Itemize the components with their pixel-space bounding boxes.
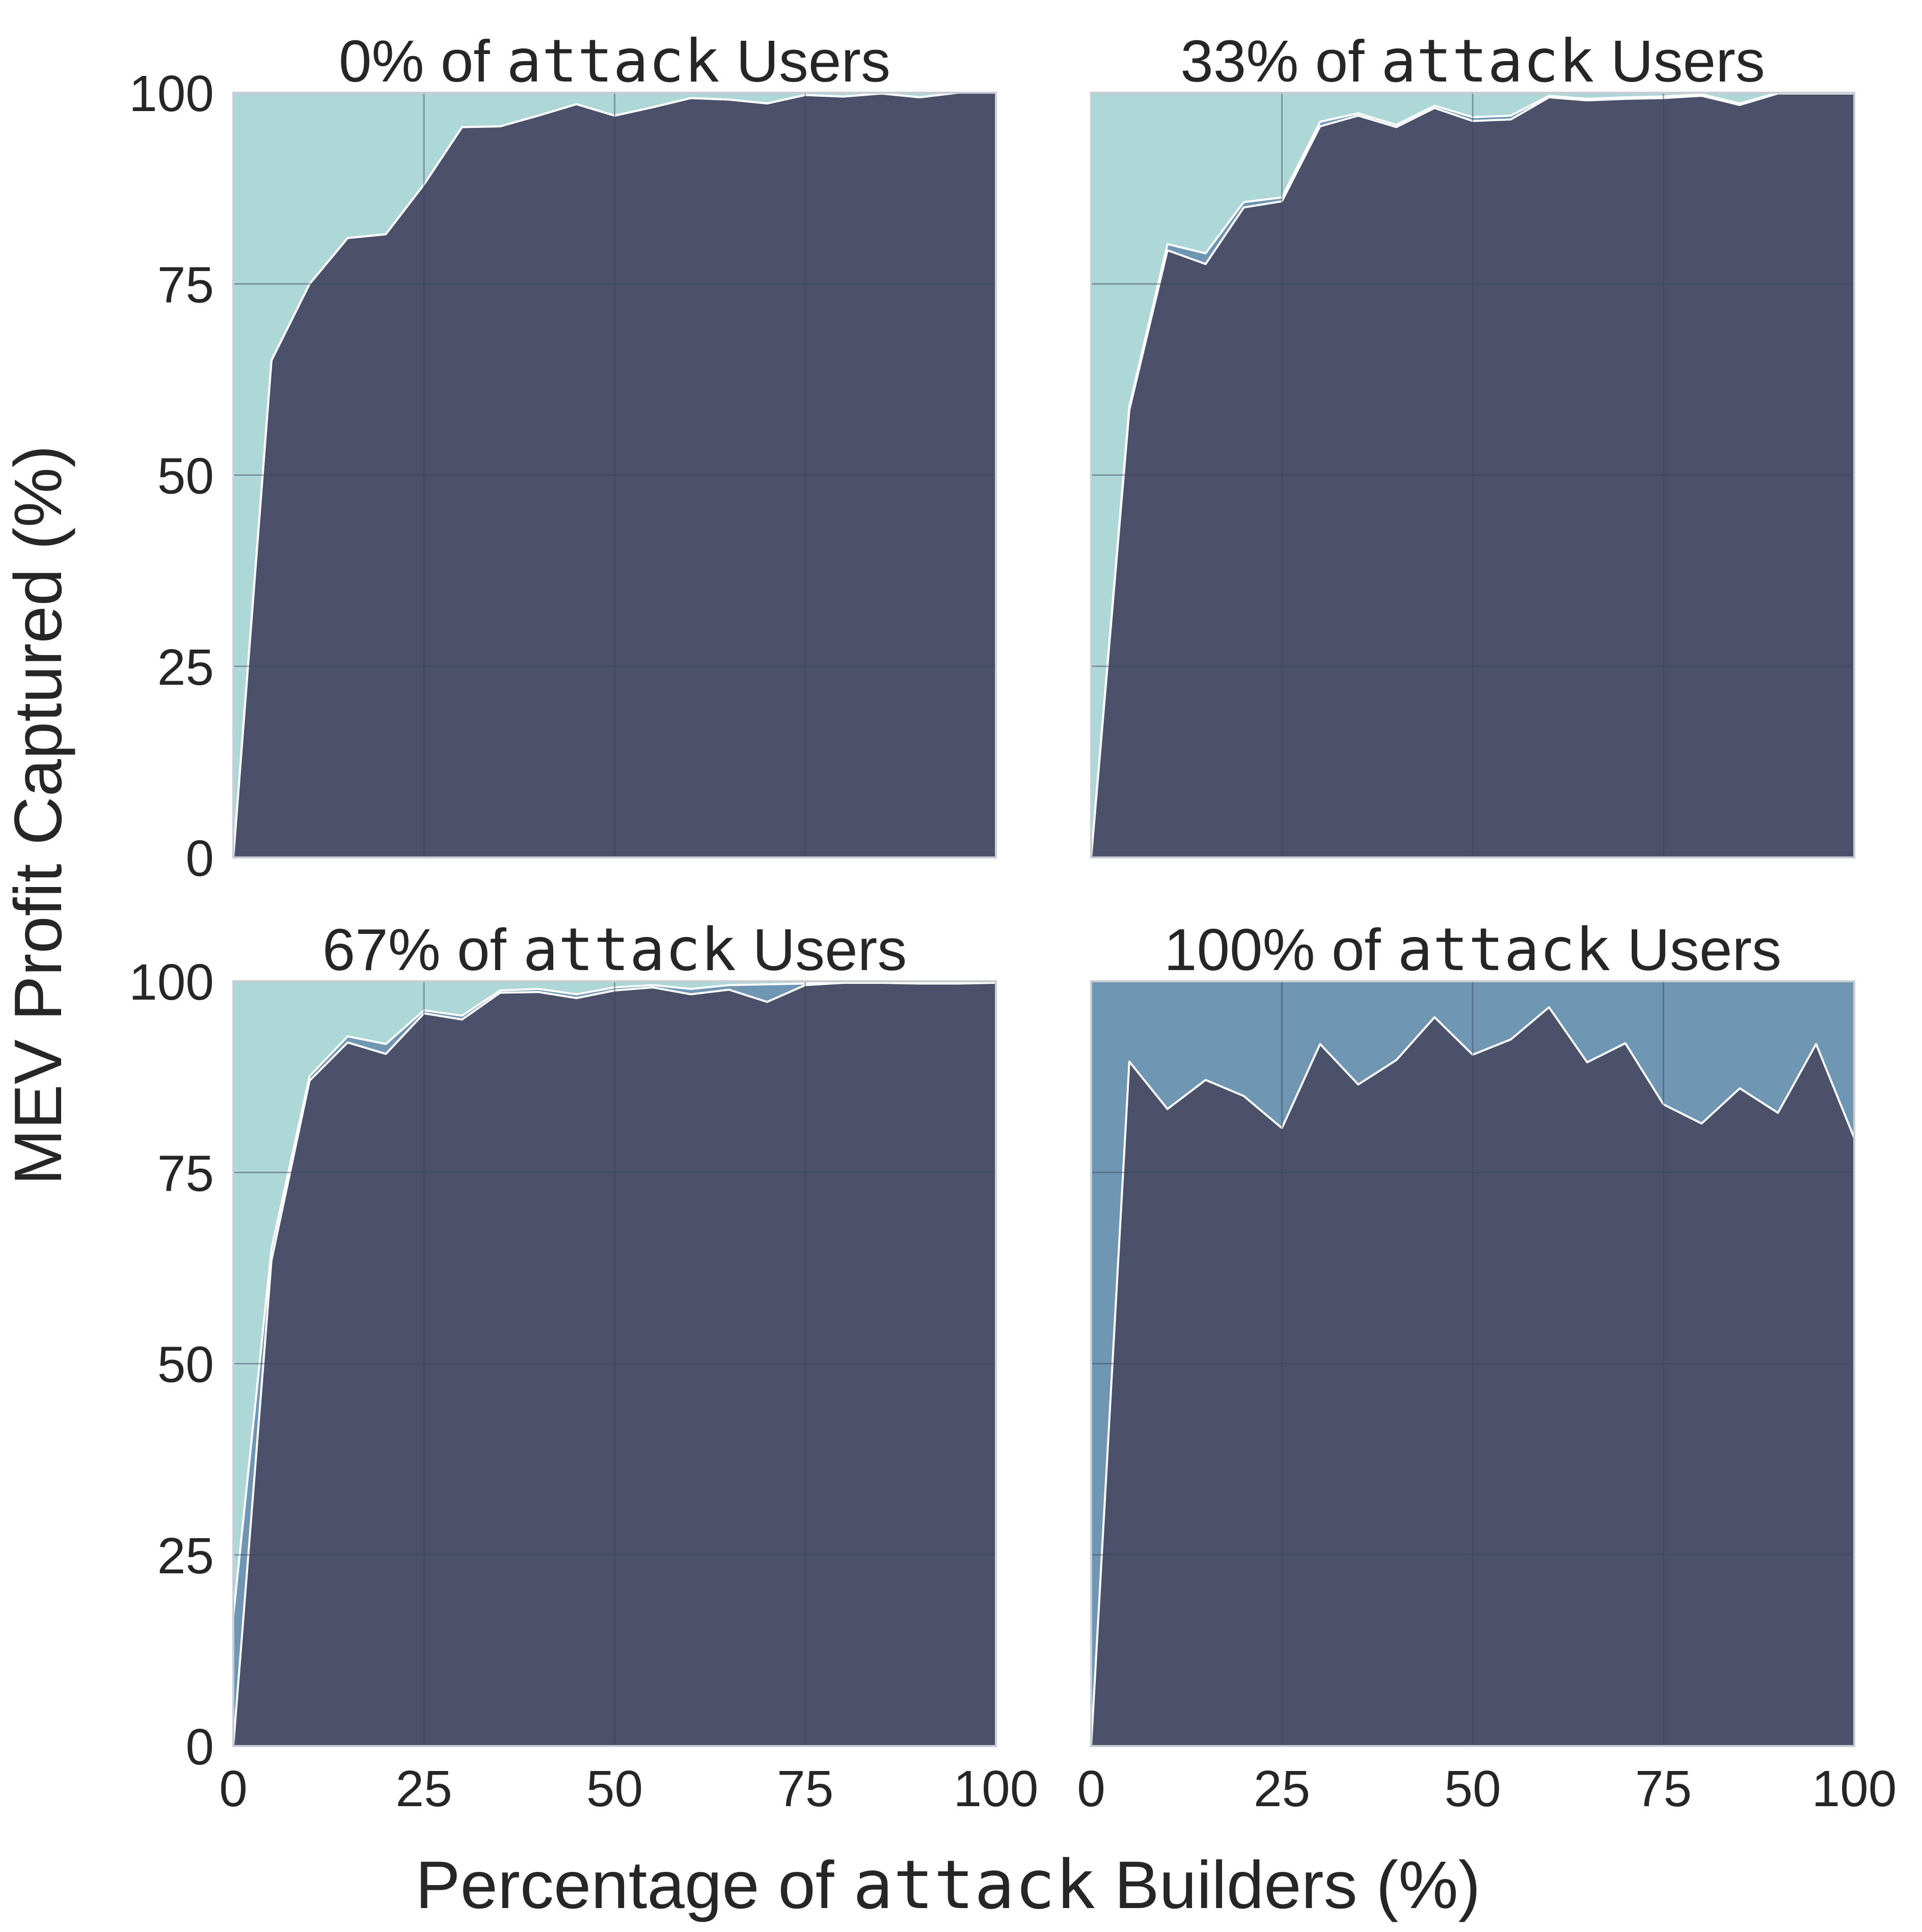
panel-title: 33% of attack Users bbox=[1180, 27, 1765, 96]
area-middle-layer-4 bbox=[1091, 981, 1854, 1746]
panel-title-prefix: 100% of bbox=[1164, 917, 1397, 983]
panel-title-prefix: 33% of bbox=[1180, 28, 1380, 94]
area-top-layer-2 bbox=[1091, 93, 1854, 857]
boundary-line-2 bbox=[232, 92, 996, 858]
area-bottom-layer-3 bbox=[233, 983, 996, 1746]
panel-frame bbox=[232, 980, 997, 1747]
x-tick-label: 100 bbox=[954, 1760, 1039, 1817]
y-tick-label: 50 bbox=[157, 1336, 214, 1393]
panel-3: 67% of attack Users 0 25 50 75 100 0 25 50 75 100 bbox=[129, 916, 1038, 1817]
x-axis-label-suffix: Builders (%) bbox=[1096, 1847, 1481, 1922]
x-tick-label: 25 bbox=[396, 1760, 452, 1817]
y-tick-label: 75 bbox=[157, 256, 214, 313]
panels-layer: 0% of attack Users 0 25 50 75 100 33% of attac… bbox=[129, 27, 1897, 1817]
x-tick-label: 50 bbox=[1444, 1760, 1501, 1817]
panel-frame bbox=[1090, 92, 1855, 858]
area-top-layer-1 bbox=[233, 93, 996, 857]
y-tick-label: 100 bbox=[129, 65, 214, 122]
x-tick-label: 50 bbox=[586, 1760, 643, 1817]
x-tick-label: 0 bbox=[219, 1760, 248, 1817]
panel-frame bbox=[232, 92, 997, 858]
boundary-line-2 bbox=[1090, 92, 1854, 858]
area-top-layer-3 bbox=[233, 981, 996, 1616]
x-axis-label-prefix: Percentage of bbox=[416, 1847, 853, 1922]
panel-title: 100% of attack Users bbox=[1164, 916, 1781, 984]
y-tick-label: 25 bbox=[157, 639, 214, 696]
x-tick-label: 0 bbox=[1077, 1760, 1105, 1817]
y-tick-label: 25 bbox=[157, 1527, 214, 1585]
area-bottom-layer-1 bbox=[233, 93, 996, 857]
panel-title-suffix: Users bbox=[1611, 917, 1781, 983]
area-bottom-layer-2 bbox=[1091, 93, 1854, 857]
panel-title-suffix: Users bbox=[720, 28, 890, 94]
y-axis-label: MEV Profit Captured (%) bbox=[1, 445, 75, 1185]
x-tick-label: 75 bbox=[1635, 1760, 1692, 1817]
boundary-line-1 bbox=[1090, 1006, 1855, 1747]
x-axis-label-code: attack bbox=[853, 1846, 1096, 1924]
x-tick-label: 100 bbox=[1812, 1760, 1897, 1817]
y-tick-label: 75 bbox=[157, 1145, 214, 1202]
panel-title-suffix: Users bbox=[736, 917, 907, 983]
panel-1: 0% of attack Users 0 25 50 75 100 bbox=[129, 27, 997, 887]
panel-title-code: attack bbox=[1381, 27, 1594, 96]
y-tick-label: 100 bbox=[129, 954, 214, 1011]
y-tick-label: 0 bbox=[185, 830, 214, 887]
panel-title: 0% of attack Users bbox=[339, 27, 890, 96]
boundary-line-1 bbox=[1090, 92, 1854, 858]
x-tick-label: 75 bbox=[777, 1760, 833, 1817]
panel-title: 67% of attack Users bbox=[322, 916, 907, 984]
y-tick-label: 50 bbox=[157, 448, 214, 505]
panel-frame bbox=[1090, 980, 1855, 1747]
panel-title-code: attack bbox=[1397, 916, 1611, 984]
x-tick-label: 25 bbox=[1254, 1760, 1310, 1817]
panel-title-prefix: 67% of bbox=[322, 917, 523, 983]
panel-title-code: attack bbox=[506, 27, 720, 96]
panel-title-code: attack bbox=[523, 916, 736, 984]
area-bottom-layer-4 bbox=[1091, 1007, 1854, 1746]
panel-4: 100% of attack Users 0 25 50 75 100 bbox=[1077, 916, 1897, 1817]
panel-2: 33% of attack Users bbox=[1090, 27, 1855, 858]
y-tick-label: 0 bbox=[185, 1719, 214, 1776]
x-axis-label: Percentage of attack Builders (%) bbox=[416, 1846, 1481, 1924]
panel-title-suffix: Users bbox=[1594, 28, 1765, 94]
panel-title-prefix: 0% of bbox=[339, 28, 506, 94]
